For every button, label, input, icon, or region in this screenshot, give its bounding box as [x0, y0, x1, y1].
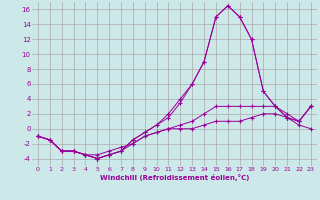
X-axis label: Windchill (Refroidissement éolien,°C): Windchill (Refroidissement éolien,°C): [100, 174, 249, 181]
